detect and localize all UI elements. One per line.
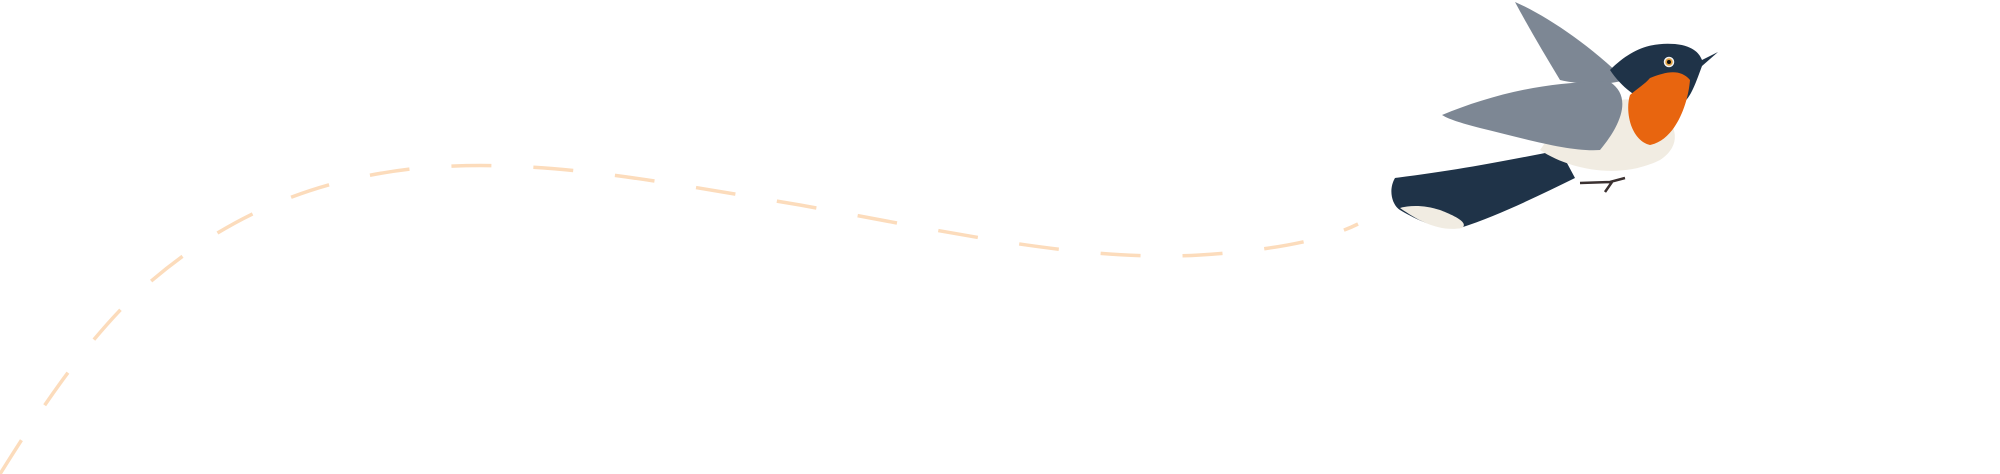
bird-throat xyxy=(1628,72,1690,145)
bird-tail xyxy=(1391,150,1575,229)
bird-feet xyxy=(1579,176,1626,193)
dashed-flight-path xyxy=(0,163,1359,474)
bird-lower-wing xyxy=(1442,81,1623,151)
bird-illustration xyxy=(1391,2,1718,229)
bird-tail-tip xyxy=(1400,205,1464,229)
bird-pupil xyxy=(1667,60,1671,64)
bird-upper-wing xyxy=(1515,2,1625,84)
